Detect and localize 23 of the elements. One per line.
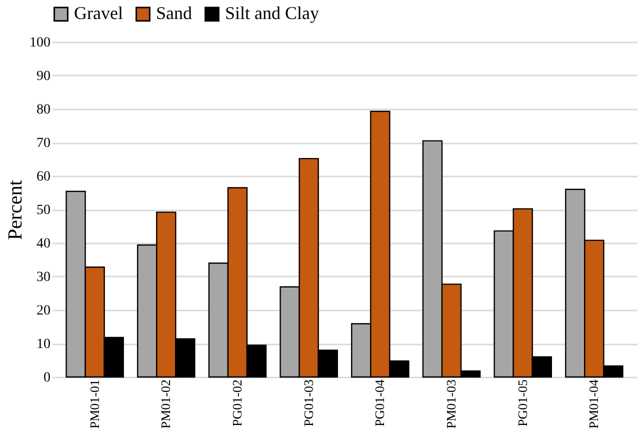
- y-tick-label: 20: [36, 304, 50, 318]
- x-tick-label: PM01-02: [158, 380, 174, 429]
- y-tick-label: 10: [36, 337, 50, 352]
- x-tick-label: PG01-02: [229, 380, 244, 426]
- x-tick-label: PM01-03: [444, 380, 459, 429]
- y-tick-label: 30: [36, 270, 50, 285]
- y-tick-label: 80: [36, 102, 50, 118]
- legend-label: Silt and Clay: [225, 3, 319, 24]
- x-tick-label: PG01-05: [514, 380, 530, 426]
- y-axis-title: Percent: [4, 180, 26, 240]
- x-tick-label: PG01-04: [372, 379, 388, 426]
- y-tick-label: 60: [36, 170, 50, 184]
- legend-label: Sand: [156, 3, 192, 24]
- y-tick-label: 100: [30, 36, 50, 50]
- y-tick-label: 40: [36, 236, 50, 252]
- y-tick-label: 90: [36, 69, 50, 84]
- legend-label: Gravel: [74, 3, 123, 24]
- x-tick-label: PM01-01: [86, 380, 102, 429]
- y-tick-label: 0: [44, 370, 50, 386]
- x-tick-label: PG01-03: [300, 380, 316, 426]
- x-tick-label: PM01-04: [586, 379, 602, 429]
- y-tick-label: 70: [36, 136, 50, 151]
- y-tick-label: 50: [36, 203, 50, 218]
